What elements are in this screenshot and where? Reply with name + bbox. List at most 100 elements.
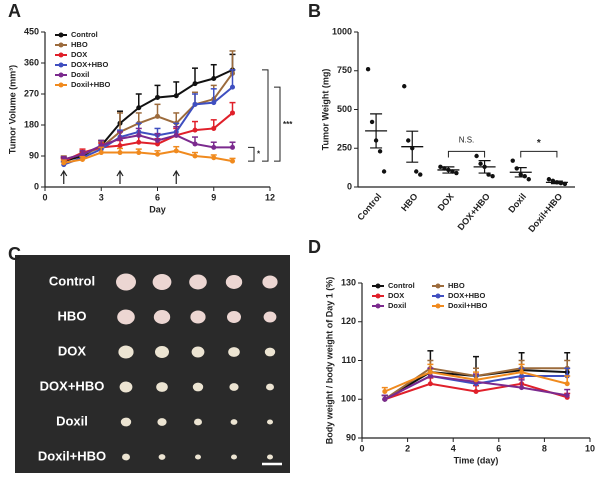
legend-marker	[58, 72, 64, 78]
x-tick-label: 6	[496, 443, 501, 453]
tumor	[157, 418, 167, 426]
data-point	[478, 161, 483, 166]
tumor	[264, 347, 276, 357]
x-tick-label: Control	[355, 191, 383, 222]
data-point	[230, 110, 235, 116]
panel-label: A	[8, 1, 21, 21]
y-tick-label: 750	[337, 65, 352, 75]
data-point	[382, 396, 388, 402]
legend-label: HBO	[71, 40, 88, 49]
bracket	[447, 150, 486, 158]
data-point	[192, 127, 198, 133]
data-point	[98, 150, 104, 156]
tumor	[192, 382, 204, 392]
data-point	[155, 151, 160, 157]
data-point	[211, 125, 217, 131]
x-tick-label: HBO	[399, 191, 420, 213]
sem-bar	[442, 166, 455, 174]
data-point	[61, 160, 67, 166]
x-tick-label: 3	[99, 192, 104, 202]
legend-marker	[375, 283, 381, 289]
data-point	[117, 143, 123, 149]
tumor	[118, 345, 134, 359]
legend-marker	[58, 62, 64, 68]
bracket	[248, 146, 255, 162]
legend-label: Doxil	[388, 301, 406, 310]
bracket	[262, 69, 269, 162]
sem-bar	[370, 113, 383, 149]
tumor	[158, 454, 166, 460]
y-tick-label: 120	[341, 316, 356, 326]
y-tick-label: 1000	[332, 26, 352, 36]
series-line	[63, 86, 234, 166]
legend-label: DOX+HBO	[71, 60, 108, 69]
legend-label: Doxil+HBO	[71, 80, 111, 89]
data-point	[192, 101, 198, 107]
legend-label: DOX	[71, 50, 87, 59]
legend-label: Doxil+HBO	[448, 301, 488, 310]
tumor	[191, 346, 205, 358]
legend-marker	[58, 42, 64, 48]
y-tick-label: 180	[24, 119, 39, 129]
data-point	[211, 155, 217, 161]
x-tick-label: 10	[585, 443, 595, 453]
y-tick-label: 450	[24, 26, 39, 36]
x-tick-label: 8	[542, 443, 547, 453]
tumor	[190, 310, 206, 324]
tumor	[194, 418, 202, 426]
annotation: *	[537, 138, 541, 149]
x-tick-label: DOX	[436, 191, 456, 212]
y-tick-label: 100	[341, 394, 356, 404]
row-label: DOX	[58, 343, 87, 358]
x-tick-label: 2	[405, 443, 410, 453]
data-point	[80, 156, 85, 162]
data-point	[522, 173, 527, 179]
annotation: *	[257, 149, 261, 158]
tumor	[231, 454, 237, 460]
data-point	[564, 392, 570, 398]
tumor	[230, 419, 238, 425]
x-tick-label: 6	[155, 192, 160, 202]
data-point	[155, 113, 160, 119]
data-point	[382, 389, 388, 394]
series-line	[63, 149, 233, 164]
tumor	[267, 454, 273, 460]
y-tick-label: 90	[346, 432, 356, 442]
data-point	[230, 144, 235, 150]
legend-label: Control	[71, 30, 98, 39]
data-point	[418, 172, 423, 177]
data-point	[173, 148, 179, 154]
data-point	[526, 177, 531, 182]
tumor	[119, 381, 133, 393]
y-tick-label: 130	[341, 277, 356, 287]
data-point	[211, 100, 217, 106]
treatment-arrow	[116, 169, 124, 184]
series-line	[63, 134, 233, 161]
x-axis-label: Time (day)	[454, 455, 499, 465]
legend-marker	[435, 303, 441, 309]
tumor	[156, 382, 168, 392]
y-tick-label: 250	[337, 143, 352, 153]
legend-marker	[375, 293, 381, 299]
data-point	[192, 153, 198, 159]
tumor	[155, 346, 169, 358]
data-point	[136, 150, 142, 156]
data-point	[230, 84, 235, 90]
legend-marker	[58, 52, 64, 58]
data-point	[490, 173, 495, 179]
row-label: Doxil+HBO	[38, 448, 106, 463]
y-axis-label: Tumor Weight (mg)	[320, 69, 330, 151]
y-tick-label: 360	[24, 57, 39, 67]
data-point	[117, 150, 123, 156]
data-point	[136, 139, 142, 145]
tumor	[117, 309, 135, 325]
tumor	[116, 273, 136, 291]
sem-bar	[550, 180, 563, 185]
x-tick-label: 4	[451, 443, 456, 453]
data-point	[155, 138, 160, 143]
sem-bar	[406, 130, 419, 163]
x-tick-label: DOX+HBO	[455, 191, 491, 232]
x-tick-label: 9	[211, 192, 216, 202]
data-point	[514, 166, 519, 171]
